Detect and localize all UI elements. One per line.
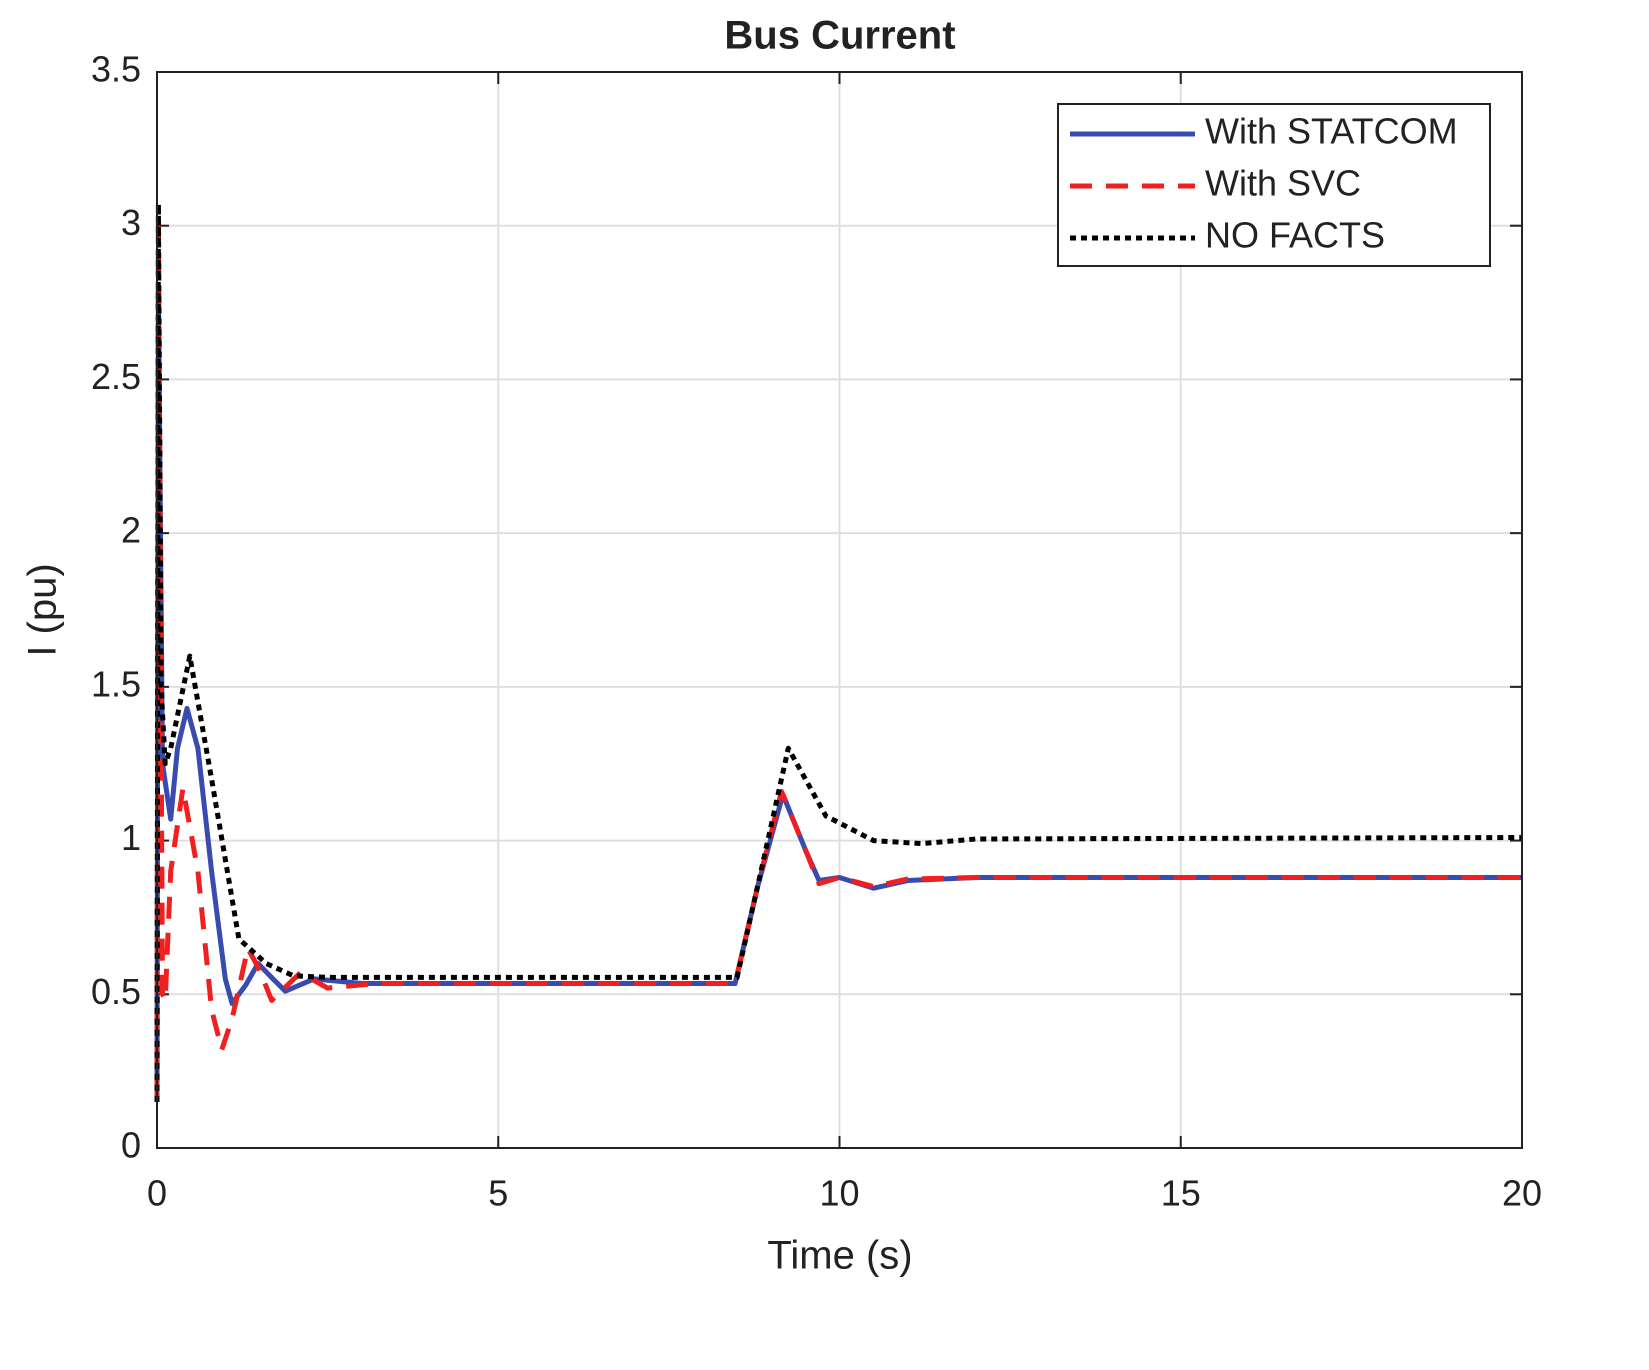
x-tick-label: 10	[819, 1173, 859, 1214]
legend-label: NO FACTS	[1205, 215, 1385, 256]
y-tick-label: 0	[121, 1125, 141, 1166]
x-tick-label: 15	[1161, 1173, 1201, 1214]
y-tick-label: 3	[121, 202, 141, 243]
x-tick-label: 0	[147, 1173, 167, 1214]
data-line	[154, 207, 1522, 1102]
chart-title: Bus Current	[724, 14, 955, 58]
y-tick-label: 3.5	[91, 49, 141, 90]
data-line	[154, 201, 1523, 1102]
x-tick-label: 5	[488, 1173, 508, 1214]
y-axis-label: I (pu)	[21, 563, 65, 656]
legend-label: With SVC	[1205, 163, 1361, 204]
y-tick-label: 1.5	[91, 663, 141, 704]
y-tick-label: 1	[121, 817, 141, 858]
y-tick-label: 0.5	[91, 971, 141, 1012]
y-tick-label: 2	[121, 510, 141, 551]
x-axis-label: Time (s)	[767, 1234, 912, 1278]
x-tick-label: 20	[1502, 1173, 1542, 1214]
legend-label: With STATCOM	[1205, 111, 1458, 152]
y-tick-label: 2.5	[91, 356, 141, 397]
axes-box	[156, 71, 1523, 1149]
